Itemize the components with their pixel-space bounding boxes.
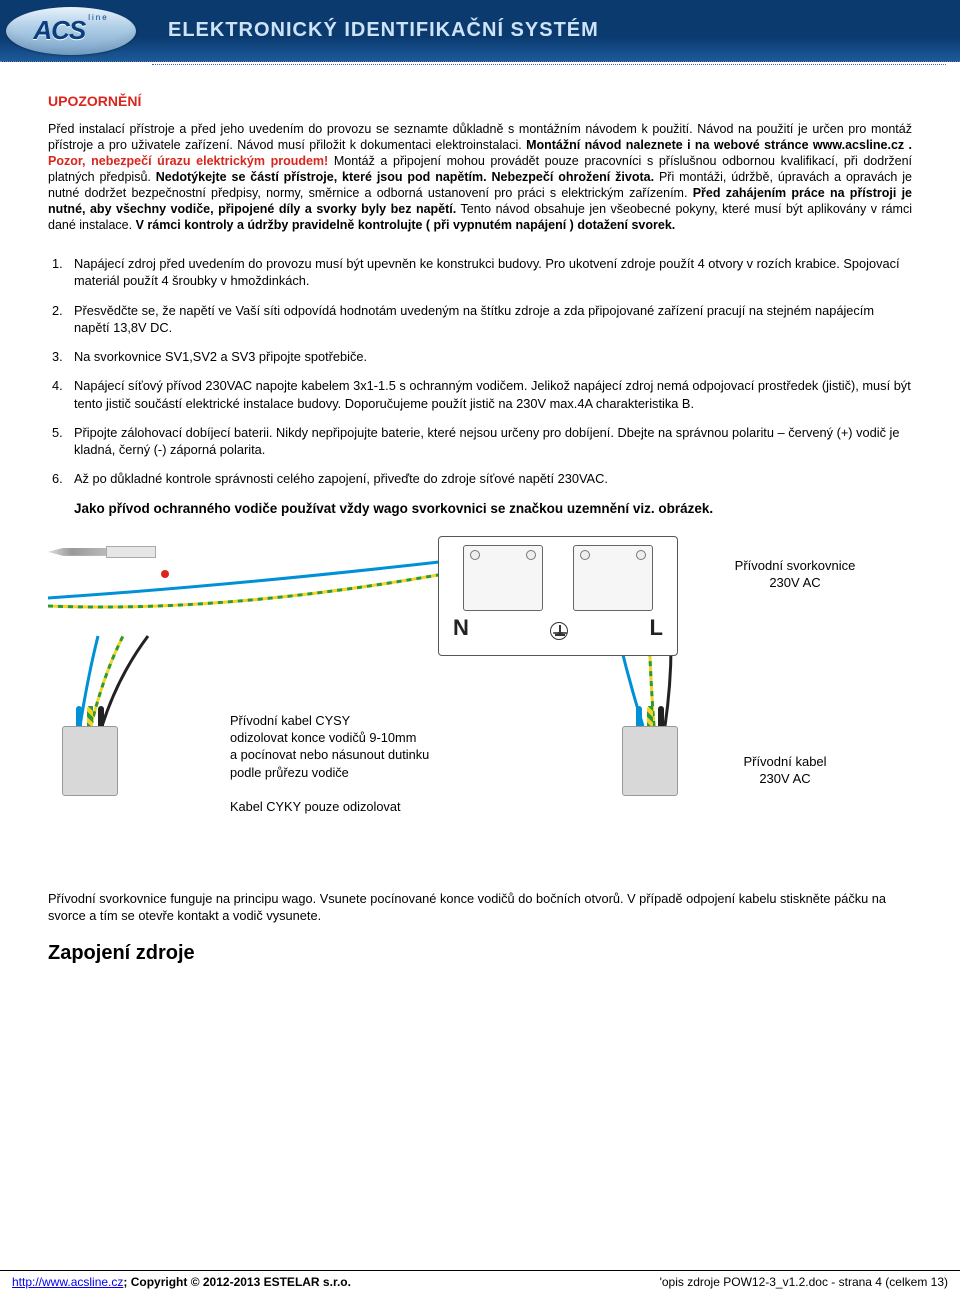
page-header: ACS line ELEKTRONICKÝ IDENTIFIKAČNÍ SYST… <box>0 0 960 62</box>
cable-right-illustration <box>622 706 732 796</box>
footer-link[interactable]: http://www.acsline.cz <box>12 1275 123 1289</box>
step-item: 4.Napájecí síťový přívod 230VAC napojte … <box>48 377 912 412</box>
wiring-diagram: N L Přívodní svorkovnice230V AC Přívodní… <box>48 526 912 886</box>
terminal-caption: Přívodní svorkovnice230V AC <box>710 558 880 592</box>
step-item: 1.Napájecí zdroj před uvedením do provoz… <box>48 255 912 290</box>
step-item: 6.Až po důkladné kontrole správnosti cel… <box>48 470 912 487</box>
footer-left: http://www.acsline.cz; Copyright © 2012-… <box>12 1275 351 1289</box>
header-title: ELEKTRONICKÝ IDENTIFIKAČNÍ SYSTÉM <box>168 19 946 42</box>
terminal-block-230v: N L <box>438 536 678 656</box>
wago-instruction: Přívodní svorkovnice funguje na principu… <box>0 890 960 925</box>
probe-indicator-icon <box>161 570 169 578</box>
step-item: 3.Na svorkovnice SV1,SV2 a SV3 připojte … <box>48 348 912 365</box>
page-footer: http://www.acsline.cz; Copyright © 2012-… <box>0 1270 960 1289</box>
cable-left-caption: Přívodní kabel CYSYodizolovat konce vodi… <box>230 712 510 816</box>
ground-symbol-icon <box>550 622 568 640</box>
test-probe-icon <box>48 544 178 560</box>
warning-heading: UPOZORNĚNÍ <box>48 93 912 109</box>
section-heading: Zapojení zdroje <box>48 942 912 965</box>
terminal-n-label: N <box>453 615 469 641</box>
step-item: 5.Připojte zálohovací dobíjecí baterii. … <box>48 424 912 459</box>
warning-paragraph: Před instalací přístroje a před jeho uve… <box>48 121 912 233</box>
installation-steps: 1.Napájecí zdroj před uvedením do provoz… <box>48 255 912 488</box>
document-body: UPOZORNĚNÍ Před instalací přístroje a př… <box>0 65 960 886</box>
footer-copyright: ; Copyright © 2012-2013 ESTELAR s.r.o. <box>123 1275 351 1289</box>
brand-logo: ACS line <box>6 7 136 55</box>
cable-left-illustration <box>62 706 172 796</box>
terminal-l-label: L <box>650 615 663 641</box>
logo-text: ACS <box>33 15 85 46</box>
footer-right: 'opis zdroje POW12-3_v1.2.doc - strana 4… <box>660 1275 948 1289</box>
step-item: 2.Přesvědčte se, že napětí ve Vaší síti … <box>48 302 912 337</box>
logo-sub: line <box>88 13 108 22</box>
ground-wire-note: Jako přívod ochranného vodiče používat v… <box>74 500 912 518</box>
